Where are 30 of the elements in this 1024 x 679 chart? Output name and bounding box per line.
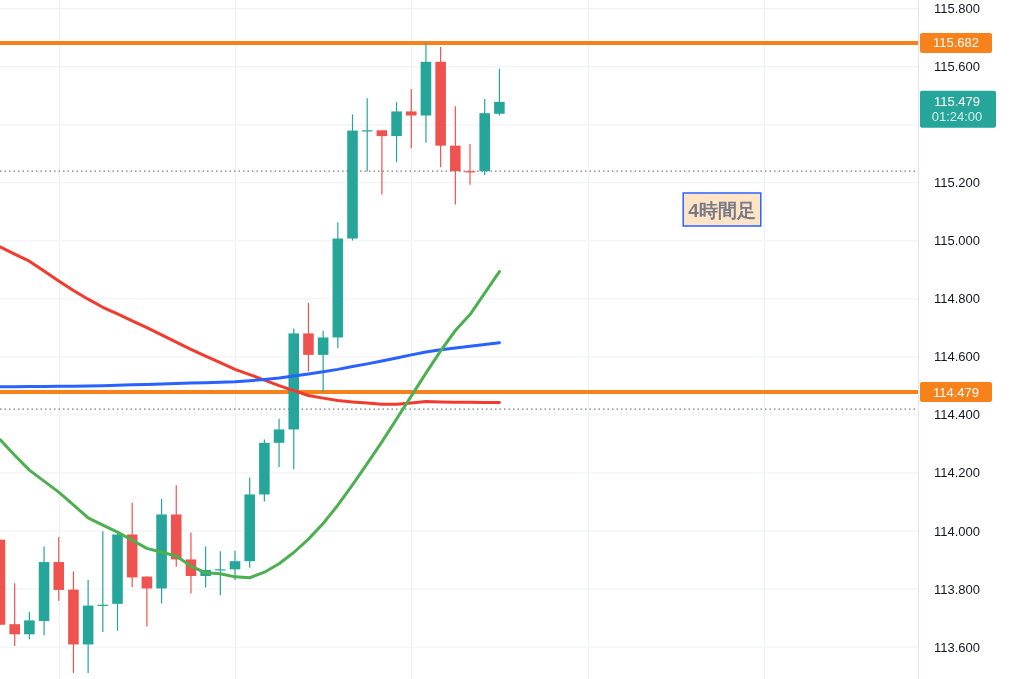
candlestick: [24, 611, 35, 640]
y-tick-label: 114.000: [933, 523, 981, 539]
y-tick-label: 114.800: [933, 291, 981, 307]
y-tick-label: 115.200: [933, 175, 981, 191]
candlestick: [9, 582, 20, 647]
y-tick-label: 114.400: [933, 407, 981, 423]
candlestick: [376, 129, 388, 196]
line-series: [0, 270, 501, 580]
y-tick-label: 115.800: [933, 1, 981, 17]
y-tick-label: 113.800: [933, 581, 981, 597]
line-series: [0, 341, 501, 389]
y-tick-label: 114.600: [933, 349, 981, 365]
text: 115.479: [933, 94, 981, 110]
candlestick: [215, 550, 226, 596]
y-tick-label: 114.200: [933, 465, 981, 481]
note: 4時間足: [682, 192, 762, 227]
annotation: 4時間足: [688, 199, 756, 221]
ref-line-label: 115.682: [932, 35, 980, 51]
candlestick: [303, 302, 314, 373]
y-tick-label: 113.600: [933, 639, 981, 655]
line-series: [0, 245, 501, 406]
candlestick: [317, 330, 329, 393]
candlestick: [494, 68, 505, 117]
y-tick-label: 115.600: [933, 59, 981, 75]
candlestick: [273, 418, 285, 468]
ref-line-label: 114.479: [932, 384, 980, 400]
y-tick-label: 115.000: [933, 233, 981, 249]
text: 01:24:00: [931, 109, 983, 125]
candlestick: [405, 88, 417, 149]
candlestick: [229, 550, 241, 581]
